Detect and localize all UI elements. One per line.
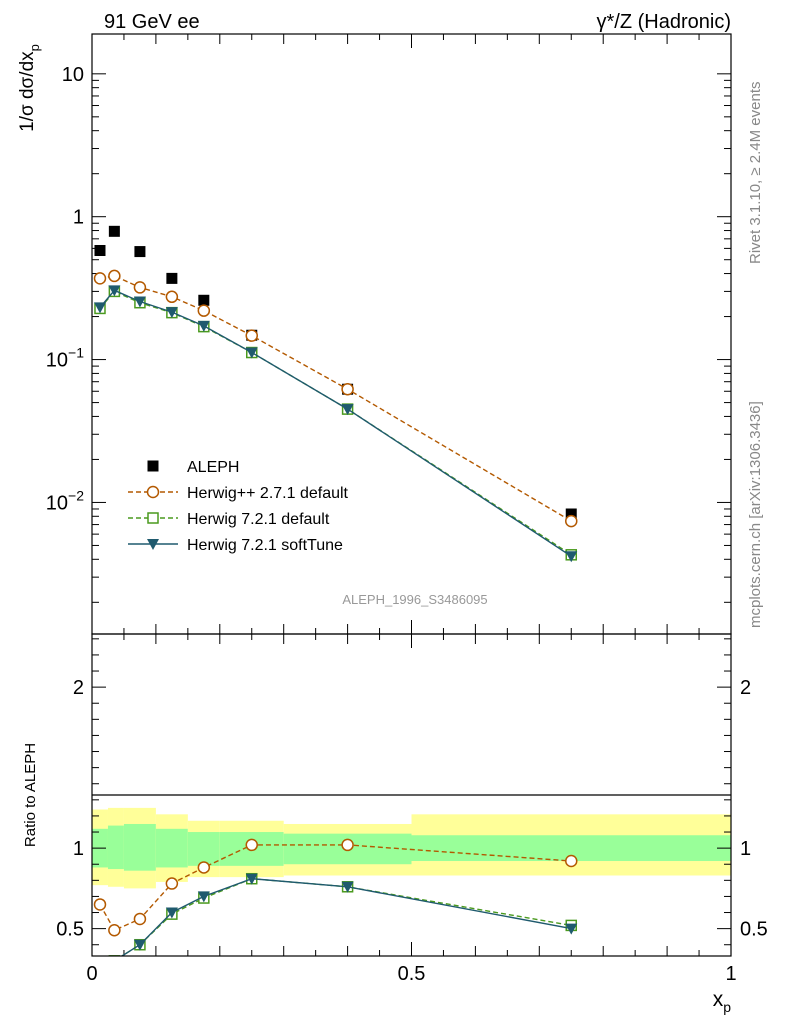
main-point-herwig-7-2-1-softtune	[108, 285, 121, 297]
main-line-herwig-7-2-1-softtune	[99, 289, 572, 557]
ratio-point-herwig-2-7-1-default	[165, 877, 179, 890]
main-y-tick-label: 1	[73, 207, 84, 229]
ratio-point-herwig-7-2-1-softtune	[341, 881, 354, 893]
ratio-y-tick-label-left: 1	[73, 838, 84, 860]
ratio-band-inner	[123, 823, 156, 871]
main-point-herwig-2-7-1-default	[565, 514, 578, 528]
legend: ALEPH Herwig++ 2.7.1 default Herwig 7.2.1 …	[128, 459, 349, 554]
header-right-label: γ*/Z (Hadronic)	[597, 11, 731, 33]
x-axis-label-text: x	[713, 988, 724, 1011]
ratio-point-herwig-2-7-1-default	[133, 912, 147, 926]
legend-entry-herwig-7-2-1-default: Herwig 7.2.1 default	[128, 511, 330, 528]
main-y-tick-label: 10−1	[46, 345, 84, 372]
ratio-band-inner	[155, 828, 188, 868]
ratio-y-axis-label: Ratio to ALEPH	[22, 743, 39, 847]
main-point-aleph	[198, 294, 210, 306]
ratio-point-herwig-2-7-1-default	[197, 861, 211, 874]
ratio-point-herwig-7-2-1-softtune	[108, 955, 121, 956]
main-y-tick-label: 10	[62, 64, 84, 86]
main-point-herwig-2-7-1-default	[245, 329, 258, 342]
analysis-watermark: ALEPH_1996_S3486095	[342, 592, 487, 607]
legend-entry-herwig-7-2-1-softtune: Herwig 7.2.1 softTune	[128, 537, 343, 554]
main-point-herwig-7-2-1-softtune	[565, 551, 578, 563]
legend-marker	[147, 512, 159, 524]
legend-label: ALEPH	[187, 459, 239, 476]
legend-entry-herwig-2-7-1-default: Herwig++ 2.7.1 default	[128, 485, 349, 502]
ratio-series	[93, 838, 578, 956]
ratio-point-herwig-2-7-1-default	[108, 923, 121, 937]
x-tick-label: 0.5	[398, 963, 426, 985]
ratio-point-herwig-7-2-1-softtune	[133, 939, 146, 951]
main-point-herwig-7-2-1-softtune	[93, 302, 106, 314]
ratio-y-tick-label-left: 0.5	[56, 919, 84, 941]
ratio-frame	[91, 633, 732, 957]
legend-entry-aleph: ALEPH	[147, 459, 239, 476]
legend-marker	[147, 460, 159, 472]
main-point-herwig-2-7-1-default	[93, 272, 107, 285]
ratio-point-herwig-7-2-1-softtune	[565, 923, 578, 935]
ratio-panel: 0.5 0.51 12 2 0 0.5 1 Ratio to ALEPH xp	[22, 633, 768, 1015]
main-y-axis-label-subscript: p	[27, 44, 42, 51]
ratio-y-tick-label-right: 2	[740, 677, 751, 699]
main-point-aleph	[94, 244, 106, 256]
x-tick-label: 0	[86, 963, 97, 985]
main-y-tick-label: 10−2	[46, 487, 84, 514]
main-y-tick-labels: 10−2 10−1 1 10	[46, 64, 84, 515]
main-y-axis-label: 1/σ dσ/dxp	[17, 44, 42, 132]
main-y-axis-label-text: 1/σ dσ/dx	[17, 51, 38, 132]
main-series	[93, 225, 578, 563]
main-point-herwig-2-7-1-default	[133, 281, 147, 294]
rivet-version-label: Rivet 3.1.10, ≥ 2.4M events	[747, 82, 764, 265]
main-point-aleph	[565, 508, 577, 520]
main-point-herwig-7-2-1-softtune	[165, 307, 178, 319]
main-point-herwig-2-7-1-default	[165, 290, 179, 304]
ratio-y-tick-label-right: 1	[740, 838, 751, 860]
main-point-herwig-7-2-1-softtune	[341, 404, 354, 416]
main-point-herwig-7-2-1-softtune	[133, 296, 146, 308]
main-point-herwig-7-2-1-softtune	[197, 320, 210, 332]
ratio-y-tick-label-right: 0.5	[740, 919, 768, 941]
ratio-line-herwig-7-2-1-softtune	[120, 877, 572, 956]
main-point-herwig-2-7-1-default	[341, 382, 354, 396]
ratio-band-inner	[187, 832, 220, 866]
ratio-point-herwig-2-7-1-default	[245, 838, 258, 852]
legend-label: Herwig 7.2.1 softTune	[187, 537, 343, 554]
legend-marker	[146, 485, 160, 499]
ratio-y-tick-labels: 0.5 0.5 1 1 2 2	[56, 677, 768, 941]
mcplots-label: mcplots.cern.ch [arXiv:1306.3436]	[747, 401, 764, 628]
ratio-y-tick-label-left: 2	[73, 677, 84, 699]
main-point-herwig-2-7-1-default	[197, 304, 211, 317]
main-point-aleph	[134, 246, 146, 258]
x-tick-label: 1	[725, 963, 736, 985]
main-panel: 10−2 10−1 1 10 1/σ dσ/dxp ALEPH Herwig++ 2.7…	[17, 33, 732, 635]
main-point-herwig-2-7-1-default	[108, 269, 121, 283]
x-tick-labels: 0 0.5 1	[86, 963, 736, 985]
ratio-band-inner	[107, 825, 124, 870]
ratio-point-herwig-7-2-1-default	[108, 955, 121, 956]
main-line-herwig-7-2-1-default	[99, 290, 572, 556]
ratio-line-herwig-7-2-1-default	[120, 877, 572, 956]
ratio-point-herwig-2-7-1-default	[93, 898, 107, 911]
legend-label: Herwig++ 2.7.1 default	[187, 485, 349, 502]
main-point-aleph	[108, 225, 120, 237]
x-axis-label-subscript: p	[723, 999, 731, 1015]
ratio-axis-ticks	[91, 634, 732, 956]
ratio-point-herwig-7-2-1-softtune	[165, 907, 178, 919]
x-axis-label: xp	[713, 988, 732, 1015]
main-point-herwig-7-2-1-softtune	[245, 347, 258, 359]
ratio-point-herwig-2-7-1-default	[565, 854, 578, 868]
ratio-point-herwig-7-2-1-softtune	[197, 891, 210, 903]
ratio-point-herwig-2-7-1-default	[341, 838, 354, 852]
legend-marker	[147, 539, 159, 550]
ratio-point-herwig-7-2-1-softtune	[245, 873, 258, 885]
ratio-uncertainty-bands	[92, 807, 731, 889]
main-point-aleph	[166, 272, 178, 284]
legend-label: Herwig 7.2.1 default	[187, 511, 330, 528]
header-left-label: 91 GeV ee	[104, 11, 200, 33]
main-axis-ticks	[91, 34, 732, 634]
